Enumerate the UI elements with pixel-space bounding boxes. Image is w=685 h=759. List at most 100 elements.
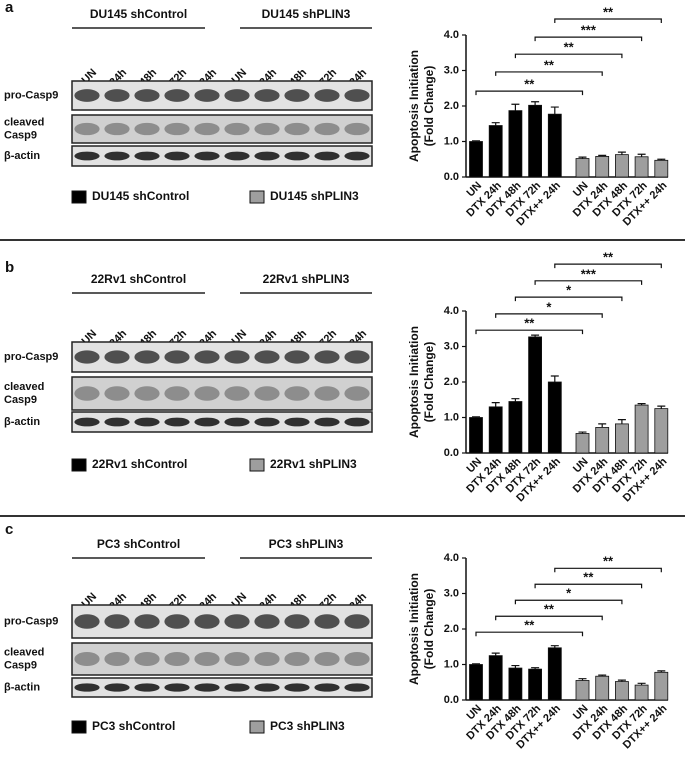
blot-band	[224, 151, 250, 161]
significance-bracket	[495, 615, 603, 621]
blot-band	[74, 417, 100, 427]
blot-band	[344, 151, 370, 161]
blot-band	[104, 614, 130, 629]
blot-band	[194, 386, 220, 401]
bar	[508, 667, 523, 701]
y-axis-label: Apoptosis Initiation	[407, 326, 421, 438]
blot-row	[71, 677, 373, 698]
blot-band	[134, 614, 160, 629]
blot-band	[284, 614, 310, 629]
blot-band	[344, 651, 370, 667]
blot-band	[314, 89, 340, 102]
bar	[469, 141, 483, 178]
legend-label: PC3 shPLIN3	[270, 719, 345, 733]
bar	[615, 154, 629, 178]
y-tick-label: 4.0	[444, 305, 459, 317]
row-label: Casp9	[4, 659, 37, 671]
row-label: pro-Casp9	[4, 615, 58, 627]
group-label: DU145 shPLIN3	[262, 7, 351, 21]
bar	[615, 681, 629, 701]
group-label: PC3 shControl	[97, 537, 180, 551]
blot-band	[284, 651, 310, 667]
bar	[634, 684, 649, 701]
legend-label: DU145 shControl	[92, 189, 189, 203]
row-label: pro-Casp9	[4, 351, 58, 363]
bar	[615, 423, 629, 454]
legend-swatch	[249, 190, 265, 204]
blot-row	[71, 145, 373, 167]
y-tick-label: 4.0	[444, 552, 459, 564]
significance-label: **	[524, 618, 535, 633]
error-bar	[550, 375, 559, 382]
error-bar	[598, 154, 607, 157]
bar	[488, 125, 503, 178]
bar	[528, 104, 542, 178]
y-tick-label: 3.0	[444, 340, 459, 352]
row-label: β-actin	[4, 150, 40, 162]
bar	[488, 406, 503, 454]
significance-label: **	[603, 554, 614, 569]
blot-band	[104, 122, 130, 136]
significance-bracket	[475, 329, 584, 335]
bar	[508, 401, 523, 454]
blot-band	[164, 614, 190, 629]
error-bar	[511, 103, 520, 111]
blot-band	[344, 386, 370, 401]
group-label: PC3 shPLIN3	[269, 537, 344, 551]
blot-band	[164, 386, 190, 401]
error-bar	[637, 682, 646, 686]
bar	[575, 433, 590, 454]
blot-band	[344, 614, 370, 629]
blot-band	[224, 683, 250, 692]
error-bar	[491, 122, 500, 126]
y-tick-label: 3.0	[444, 64, 459, 76]
blot-band	[224, 651, 250, 667]
blot-band	[164, 350, 190, 364]
blot-row	[71, 411, 373, 433]
significance-bracket	[514, 296, 623, 302]
error-bar	[531, 667, 540, 670]
blot-band	[254, 386, 280, 401]
significance-label: *	[566, 586, 572, 601]
legend-label: 22Rv1 shPLIN3	[270, 457, 357, 471]
blot-band	[134, 417, 160, 427]
error-bar	[637, 153, 646, 157]
blot-band	[314, 614, 340, 629]
significance-label: **	[524, 316, 535, 331]
significance-bracket	[534, 583, 643, 589]
blot-band	[134, 89, 160, 102]
error-bar	[657, 670, 666, 673]
blot-band	[254, 614, 280, 629]
blot-band	[74, 122, 100, 136]
blot-band	[104, 417, 130, 427]
error-bar	[617, 151, 626, 155]
blot-band	[254, 683, 280, 692]
blot-band	[134, 122, 160, 136]
blot-band	[74, 386, 100, 401]
y-tick-label: 1.0	[444, 411, 459, 423]
bar	[469, 664, 483, 701]
blot-band	[134, 151, 160, 161]
blot-band	[164, 122, 190, 136]
y-axis-label: (Fold Change)	[422, 66, 436, 147]
row-label: β-actin	[4, 681, 40, 693]
blot-band	[224, 122, 250, 136]
y-tick-label: 0.0	[444, 694, 459, 706]
significance-bracket	[514, 53, 623, 59]
panel-letter: b	[5, 259, 14, 276]
panel-letter: a	[5, 0, 14, 16]
blot-band	[74, 151, 100, 161]
blot-band	[314, 350, 340, 364]
blot-band	[104, 151, 130, 161]
blot-band	[134, 386, 160, 401]
significance-bracket	[534, 36, 643, 42]
panel-letter: c	[5, 521, 13, 538]
error-bar	[511, 398, 520, 402]
blot-band	[104, 386, 130, 401]
blot-band	[134, 651, 160, 667]
significance-label: **	[603, 4, 614, 19]
y-axis-label: (Fold Change)	[422, 342, 436, 423]
error-bar	[491, 401, 500, 407]
error-bar	[531, 334, 540, 337]
blot-band	[254, 417, 280, 427]
